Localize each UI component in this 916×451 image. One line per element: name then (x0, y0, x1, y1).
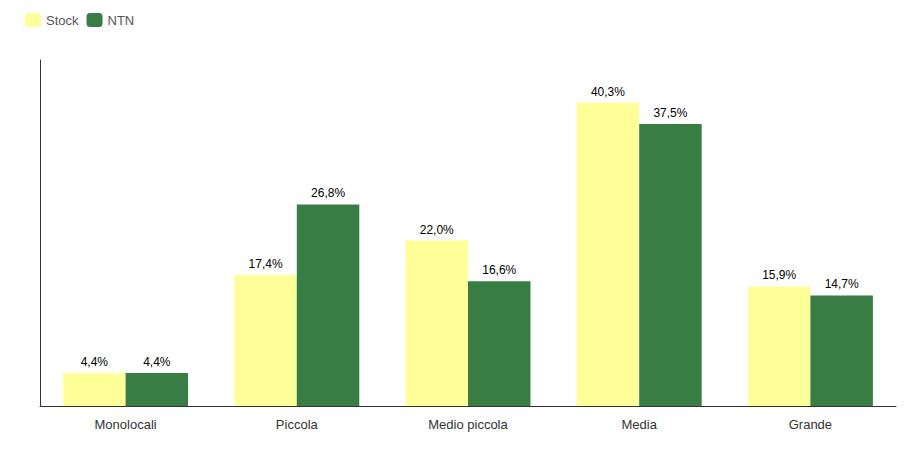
svg-text:4,4%: 4,4% (143, 355, 171, 369)
svg-text:14,7%: 14,7% (825, 277, 859, 291)
svg-text:17,4%: 17,4% (249, 257, 283, 271)
svg-text:Medio piccola: Medio piccola (428, 417, 508, 432)
svg-text:NTN: NTN (108, 13, 135, 28)
svg-text:Media: Media (621, 417, 657, 432)
svg-text:Grande: Grande (789, 417, 832, 432)
svg-text:Monolocali: Monolocali (95, 417, 157, 432)
svg-text:26,8%: 26,8% (311, 186, 345, 200)
svg-text:15,9%: 15,9% (762, 268, 796, 282)
svg-text:Stock: Stock (46, 13, 79, 28)
svg-text:4,4%: 4,4% (81, 355, 109, 369)
svg-text:16,6%: 16,6% (482, 263, 516, 277)
svg-text:Piccola: Piccola (276, 417, 319, 432)
svg-text:22,0%: 22,0% (420, 223, 454, 237)
svg-text:37,5%: 37,5% (653, 106, 687, 120)
svg-text:40,3%: 40,3% (591, 85, 625, 99)
